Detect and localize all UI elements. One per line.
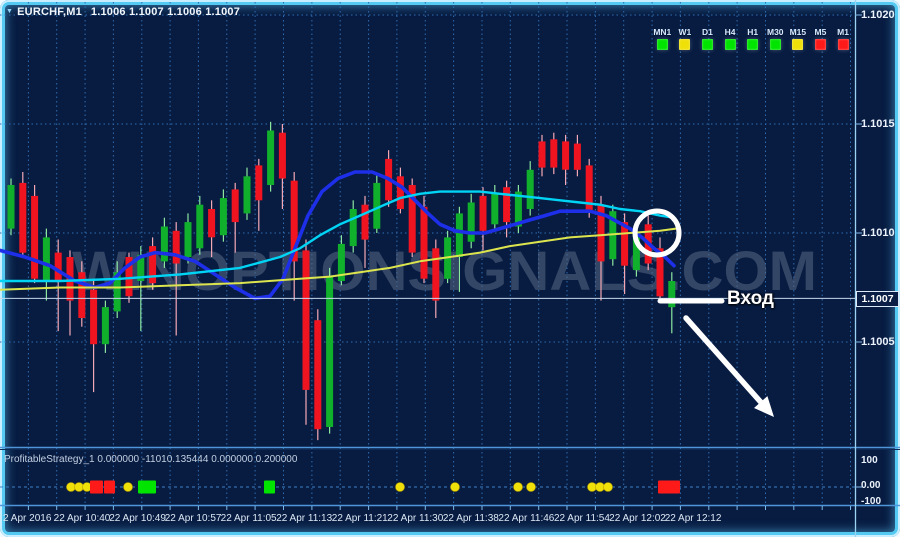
ma-medium-cyan [0, 190, 676, 283]
timeframe-label: M5 [814, 27, 827, 37]
timeframe-label: M30 [766, 27, 784, 37]
signal-square-green [724, 39, 736, 50]
time-axis-label: 2 Apr 2016 [3, 513, 52, 524]
signal-block-red [104, 480, 115, 494]
ohlc-readout: 1.1006 1.1007 1.1006 1.1007 [90, 6, 241, 18]
signal-dot-yellow [74, 482, 84, 492]
time-axis-label: 22 Apr 11:38 [442, 513, 499, 524]
signal-dot-yellow [526, 482, 536, 492]
timeframe-label: H1 [747, 27, 759, 37]
timeframe-label: M15 [789, 27, 807, 37]
time-axis-label: 22 Apr 10:57 [164, 513, 222, 524]
signal-dot-yellow [513, 482, 523, 492]
grid [0, 2, 855, 505]
signal-dot-yellow [595, 482, 605, 492]
symbol-timeframe-label: EURCHF,M1 [17, 6, 82, 18]
signal-dot-yellow [123, 482, 133, 492]
timeframe-label: D1 [702, 27, 713, 37]
timeframe-signal-M30: M30 [764, 27, 787, 55]
signal-block-green [264, 480, 275, 494]
time-axis-label: 22 Apr 11:21 [331, 513, 388, 524]
ma-fast-yellow [0, 227, 677, 291]
indicator-axis-label: 0.00 [861, 480, 881, 491]
indicator-header: ProfitableStrategy_1 0.000000 -11010.135… [4, 454, 298, 465]
time-axis-label: 22 Apr 11:13 [276, 513, 333, 524]
time-axis-label: 22 Apr 12:02 [609, 513, 666, 524]
signal-square-yellow [679, 39, 691, 50]
signal-square-green [701, 39, 713, 50]
time-axis-label: 22 Apr 12:12 [664, 513, 722, 524]
timeframe-label: H4 [724, 27, 736, 37]
entry-label: Вход [727, 288, 774, 309]
ma-slow-blue [0, 170, 676, 301]
time-axis-label: 22 Apr 11:54 [553, 513, 610, 524]
signal-square-green [747, 39, 759, 50]
signal-dot-yellow [450, 482, 460, 492]
indicator-axis-label: 100 [861, 455, 878, 466]
timeframe-signal-panel: MN1 W1 D1 H4 H1 M30 M15 M5 M1 [651, 27, 855, 55]
chart-title: ▼ EURCHF,M1 1.1006 1.1007 1.1006 1.1007 [6, 6, 240, 18]
time-axis-label: 22 Apr 10:40 [53, 513, 111, 524]
timeframe-signal-M5: M5 [809, 27, 832, 55]
signal-square-red [814, 39, 826, 50]
indicator-axis-label: -100 [861, 496, 882, 507]
timeframe-label: MN1 [653, 27, 672, 37]
timeframe-signal-M15: M15 [787, 27, 810, 55]
signal-square-green [656, 39, 668, 50]
signal-square-yellow [792, 39, 804, 50]
signal-square-green [769, 39, 781, 50]
price-axis-label: 1.1015 [861, 117, 895, 130]
price-axis-label: 1.1020 [861, 8, 895, 21]
timeframe-signal-H1: H1 [741, 27, 764, 55]
time-axis-label: 22 Apr 10:49 [109, 513, 166, 524]
direction-arrow-shaft [683, 315, 764, 405]
timeframe-signal-MN1: MN1 [651, 27, 674, 55]
price-axis-label: 1.1010 [861, 226, 895, 239]
dropdown-arrow-icon: ▼ [6, 8, 14, 15]
signal-block-green [138, 480, 156, 494]
timeframe-label: W1 [678, 27, 692, 37]
current-price-tag: 1.1007 [856, 291, 899, 307]
signal-block-red [90, 480, 103, 494]
timeframe-signal-D1: D1 [696, 27, 719, 55]
timeframe-label: M1 [837, 27, 849, 37]
entry-highlight-circle [632, 208, 682, 258]
signal-dot-yellow [66, 482, 76, 492]
time-axis-label: 22 Apr 11:46 [498, 513, 555, 524]
timeframe-signal-H4: H4 [719, 27, 742, 55]
price-axis-label: 1.1005 [861, 335, 895, 348]
annotations [632, 208, 774, 417]
indicator-signal-markers [66, 480, 680, 494]
signal-dot-yellow [395, 482, 405, 492]
signal-dot-yellow [603, 482, 613, 492]
timeframe-signal-M1: M1 [832, 27, 855, 55]
signal-square-red [837, 39, 849, 50]
ma-lines [0, 170, 677, 301]
signal-block-red [658, 480, 680, 494]
timeframe-signal-W1: W1 [674, 27, 697, 55]
time-axis-label: 22 Apr 11:05 [220, 513, 277, 524]
time-axis-label: 22 Apr 11:30 [387, 513, 444, 524]
signal-dot-yellow [587, 482, 597, 492]
direction-arrow-head [754, 396, 774, 417]
